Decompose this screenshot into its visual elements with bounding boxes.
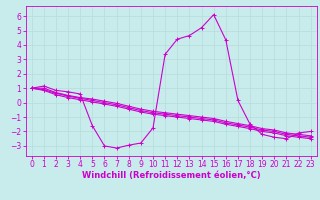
X-axis label: Windchill (Refroidissement éolien,°C): Windchill (Refroidissement éolien,°C)	[82, 171, 260, 180]
